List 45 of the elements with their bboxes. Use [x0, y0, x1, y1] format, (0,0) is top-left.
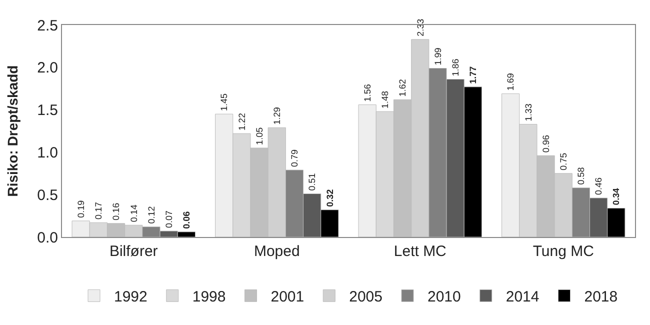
legend-label: 1992 — [114, 288, 148, 306]
data-label: 0.07 — [164, 210, 174, 228]
data-label: 1.05 — [254, 127, 264, 145]
data-label: 0.58 — [576, 167, 586, 185]
data-label: 1.56 — [362, 84, 372, 102]
data-label: 1.77 — [468, 66, 478, 84]
data-label: 1.45 — [219, 93, 230, 112]
y-axis-title: Risiko: Drept/skadd — [4, 65, 21, 197]
data-label: 0.75 — [558, 152, 568, 170]
data-label: 0.34 — [611, 188, 622, 206]
data-label: 1.22 — [236, 112, 247, 131]
data-label: 0.12 — [146, 206, 156, 224]
data-label: 1.48 — [380, 90, 390, 108]
data-label: 0.96 — [540, 135, 551, 153]
data-label: 1.33 — [523, 104, 534, 122]
data-label: 0.06 — [182, 211, 192, 229]
data-label: 0.16 — [111, 202, 122, 220]
x-tick-label: Lett MC — [394, 243, 447, 260]
data-label: 1.86 — [450, 58, 460, 76]
x-tick-label: Moped — [254, 243, 300, 260]
data-label: 0.14 — [128, 204, 139, 222]
y-tick-label: 2.5 — [37, 17, 58, 34]
legend-label: 2018 — [584, 288, 618, 306]
legend-label: 2014 — [506, 288, 540, 306]
y-tick-label: 0.0 — [37, 229, 58, 246]
data-label: 1.29 — [272, 107, 282, 125]
x-tick-label: Tung MC — [532, 243, 594, 260]
y-tick-label: 1.5 — [37, 102, 58, 120]
legend-label: 2005 — [349, 288, 382, 306]
data-label: 1.62 — [398, 79, 408, 97]
legend-label: 1998 — [192, 288, 226, 306]
data-label: 1.69 — [506, 73, 516, 91]
data-label: 0.46 — [594, 177, 604, 195]
legend-label: 2010 — [428, 288, 461, 306]
data-label: 0.17 — [94, 202, 104, 220]
data-label: 0.79 — [290, 149, 300, 167]
data-label: 0.51 — [307, 173, 318, 191]
y-tick-label: 2.0 — [37, 60, 58, 77]
data-label: 0.32 — [324, 189, 335, 207]
legend-label: 2001 — [270, 288, 304, 306]
data-label: 1.99 — [432, 48, 443, 66]
y-tick-label: 1.0 — [37, 144, 58, 162]
data-label: 0.19 — [76, 200, 86, 218]
x-tick-label: Bilfører — [109, 243, 158, 260]
y-tick-label: 0.5 — [37, 186, 58, 204]
